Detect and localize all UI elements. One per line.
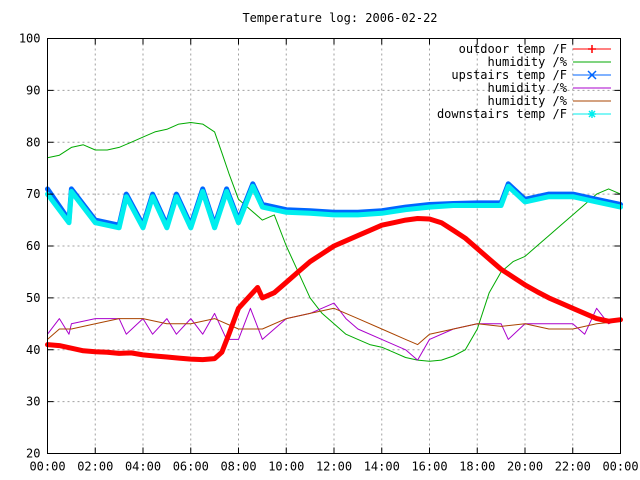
x-tick-label: 08:00 <box>220 460 256 474</box>
x-tick-label: 00:00 <box>602 460 638 474</box>
x-tick-label: 00:00 <box>29 460 65 474</box>
grid <box>47 38 621 454</box>
x-tick-label: 02:00 <box>77 460 113 474</box>
y-tick-label: 20 <box>26 447 40 461</box>
legend-label: outdoor temp /F <box>459 42 567 56</box>
x-tick-label: 16:00 <box>411 460 447 474</box>
y-tick-label: 70 <box>26 187 40 201</box>
series-layer <box>45 122 623 363</box>
y-tick-label: 100 <box>19 32 41 46</box>
legend-label: humidity /% <box>488 94 568 108</box>
series-line-1 <box>47 122 621 362</box>
legend-label: upstairs temp /F <box>451 68 567 82</box>
y-tick-label: 90 <box>26 83 40 97</box>
series-line-0 <box>45 216 623 363</box>
legend-marker-plus <box>588 45 596 53</box>
x-tick-label: 04:00 <box>125 460 161 474</box>
series-line-4 <box>47 307 621 346</box>
x-tick-label: 10:00 <box>268 460 304 474</box>
x-tick-label: 22:00 <box>555 460 591 474</box>
y-tick-label: 40 <box>26 343 40 357</box>
y-tick-label: 50 <box>26 291 40 305</box>
x-tick-label: 14:00 <box>364 460 400 474</box>
y-tick-label: 30 <box>26 395 40 409</box>
x-tick-label: 12:00 <box>316 460 352 474</box>
x-tick-label: 18:00 <box>459 460 495 474</box>
legend-marker-cross <box>587 70 597 80</box>
legend-marker-star <box>588 110 596 118</box>
x-tick-label: 20:00 <box>507 460 543 474</box>
chart-title: Temperature log: 2006-02-22 <box>242 11 437 25</box>
legend-label: humidity /% <box>488 55 568 69</box>
y-tick-label: 60 <box>26 239 40 253</box>
series-line-5 <box>45 183 623 231</box>
axis-ticks: 20 30 40 50 60 70 80 90 100 00:00 02:00 04:00 06:00 0… <box>19 32 639 474</box>
y-tick-label: 80 <box>26 135 40 149</box>
legend-label: downstairs temp /F <box>437 107 567 121</box>
x-tick-label: 06:00 <box>173 460 209 474</box>
legend-label: humidity /% <box>488 81 568 95</box>
